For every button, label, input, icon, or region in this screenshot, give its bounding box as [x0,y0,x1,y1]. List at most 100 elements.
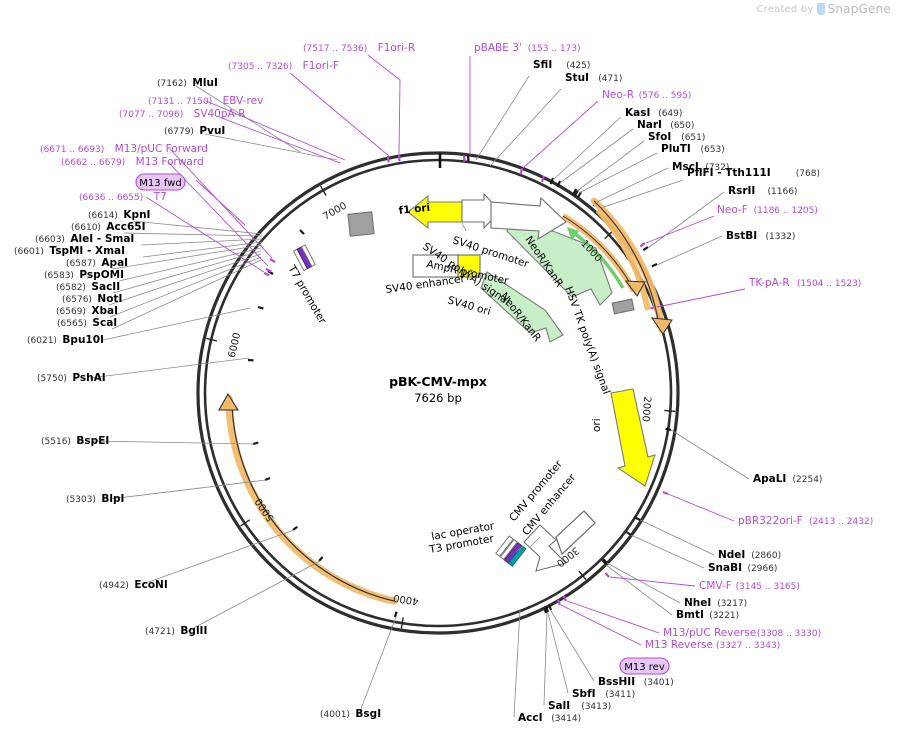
label-position: (6587) [66,259,96,269]
enzyme-label-kpni[interactable]: (6614) KpnI [88,209,150,221]
enzyme-label-bsshii[interactable]: BssHII (3401) [598,676,674,688]
label-name: MscI [672,161,699,173]
label-position: (3308 .. 3330) [757,629,821,639]
label-position: (5516) [41,437,71,447]
enzyme-label-pluti[interactable]: PluTI (653) [661,143,725,155]
enzyme-label-xbai[interactable]: (6569) XbaI [56,305,118,317]
badge-m13-fwd[interactable]: M13 fwd [135,173,186,191]
enzyme-label-kasi[interactable]: KasI (649) [625,107,682,119]
enzyme-label-stui[interactable]: StuI (471) [565,72,622,84]
label-position: (7162) [157,79,187,89]
enzyme-label-nhei[interactable]: NheI (3217) [684,597,747,609]
label-name: PspOMI [79,269,124,281]
enzyme-label-snabi[interactable]: SnaBI (2966) [708,562,777,574]
tick-label-7000: 7000 [321,201,349,223]
label-position: (1166) [768,187,798,197]
enzyme-label-tspmi-xmai[interactable]: (6601) TspMI - XmaI [14,245,125,257]
label-position: (471) [598,74,622,84]
enzyme-label-nari[interactable]: NarI (650) [637,119,694,131]
enzyme-label-mlui[interactable]: (7162) MluI [157,77,218,89]
enzyme-label-sfoi[interactable]: SfoI (651) [648,131,705,143]
badge-m13-rev[interactable]: M13 rev [619,657,670,675]
primer-label-sv40pa-r[interactable]: (7077 .. 7096) SV40pA-R [119,108,246,120]
enzyme-label-alei-smai[interactable]: (6603) AleI - SmaI [35,233,134,245]
enzyme-label-blpi[interactable]: (5303) BlpI [66,493,124,505]
enzyme-label-acc65i[interactable]: (6610) Acc65I [71,221,146,233]
primer-label-neo-f[interactable]: Neo-F (1186 .. 1205) [717,204,818,216]
primer-label-neo-r[interactable]: Neo-R (576 .. 595) [602,89,691,101]
label-position: (6636 .. 6655) [79,193,143,203]
label-name: KpnI [123,209,150,221]
label-name: ScaI [92,317,117,329]
enzyme-label-scai[interactable]: (6565) ScaI [57,317,117,329]
label-name: SV40pA-R [194,108,246,120]
primer-label-pbr322ori-f[interactable]: pBR322ori-F (2413 .. 2432) [738,515,873,527]
enzyme-label-econi[interactable]: (4942) EcoNI [99,579,168,591]
primer-label-pbabe-3[interactable]: pBABE 3' (153 .. 173) [474,42,581,54]
enzyme-label-msci[interactable]: MscI (732) [672,161,729,173]
tick-mark-5000 [240,519,251,527]
label-name: CMV-F [699,580,732,592]
label-name: SalI [548,700,570,712]
primer-label-cmv-f[interactable]: CMV-F (3145 .. 3165) [699,580,800,592]
label-position: (5750) [37,374,67,384]
label-position: (3217) [717,599,747,609]
enzyme-label-apali[interactable]: ApaLI (2254) [753,473,822,485]
enzyme-label-bsgi[interactable]: (4001) BsgI [320,708,381,720]
primer-label-f1ori-f[interactable]: (7305 .. 7326) F1ori-F [228,60,339,72]
enzyme-label-sacii[interactable]: (6582) SacII [56,281,120,293]
label-position: (5303) [66,495,96,505]
enzyme-label-pspomi[interactable]: (6583) PspOMI [44,269,124,281]
primer-label-tk-pa-r[interactable]: TK-pA-R (1504 .. 1523) [748,277,861,289]
primer-label-m13-forward[interactable]: (6662 .. 6679) M13 Forward [61,156,204,168]
primer-label-m13-puc-reverse[interactable]: M13/pUC Reverse (3308 .. 3330) [663,627,821,639]
enzyme-label-noti[interactable]: (6576) NotI [62,293,122,305]
label-name: TspMI - XmaI [49,245,125,257]
label-position: (425) [566,61,590,71]
label-name: pBR322ori-F [738,515,803,527]
enzyme-label-sbfi[interactable]: SbfI (3411) [572,688,635,700]
enzyme-label-apai[interactable]: (6587) ApaI [66,257,128,269]
tick-mark-4000 [400,617,404,629]
primer-label-t7[interactable]: (6636 .. 6655) T7 [79,191,167,203]
label-name: NarI [637,119,662,131]
enzyme-label-bpu10i[interactable]: (6021) Bpu10I [27,334,104,346]
enzyme-label-bstbi[interactable]: BstBI (1332) [726,230,795,242]
label-name: F1ori-R [378,42,415,54]
label-name: EBV-rev [223,95,264,107]
label-position: (3413) [581,702,611,712]
sv40-polya-box [347,211,375,237]
neor-kanr-thin-arrow [567,227,625,289]
enzyme-label-bmti[interactable]: BmtI (3221) [676,609,739,621]
enzyme-label-sfii[interactable]: SfiI (425) [533,59,590,71]
label-name: NheI [684,597,711,609]
watermark-brand: SnapGene [827,2,891,16]
label-name: SacII [91,281,120,293]
cmv-promoter-arrow [523,524,568,572]
enzyme-label-sali[interactable]: SalI (3413) [548,700,611,712]
enzyme-label-pvui[interactable]: (6779) PvuI [164,125,225,137]
feature-label-t7-promoter: T7 promoter [285,263,329,327]
label-name: XbaI [91,305,118,317]
primer-label-f1ori-r[interactable]: (7517 .. 7536) F1ori-R [303,42,415,54]
label-position: (6569) [56,307,86,317]
label-position: (6576) [62,295,92,305]
enzyme-label-pflfi-tth111i[interactable]: PflFI - Tth111I (768) [687,167,820,179]
label-name: T7 [153,191,167,203]
enzyme-label-ndei[interactable]: NdeI (2860) [718,549,781,561]
enzyme-label-pshai[interactable]: (5750) PshAI [37,372,106,384]
label-name: NotI [97,293,122,305]
enzyme-label-rsrii[interactable]: RsrII (1166) [728,185,797,197]
primer-label-ebv-rev[interactable]: (7131 .. 7150) EBV-rev [148,95,263,107]
primer-label-m13-reverse[interactable]: M13 Reverse (3327 .. 3343) [645,639,780,651]
label-name: Bpu10I [62,334,104,346]
enzyme-label-bspei[interactable]: (5516) BspEI [41,435,109,447]
enzyme-label-bglii[interactable]: (4721) BglII [145,625,207,637]
label-position: (6779) [164,127,194,137]
label-position: (4001) [320,710,350,720]
primer-label-m13-puc-forward[interactable]: (6671 .. 6693) M13/pUC Forward [40,143,208,155]
enzyme-label-acci[interactable]: AccI (3414) [518,712,581,724]
ori-arrow [610,388,656,487]
label-name: M13/pUC Forward [115,143,208,155]
